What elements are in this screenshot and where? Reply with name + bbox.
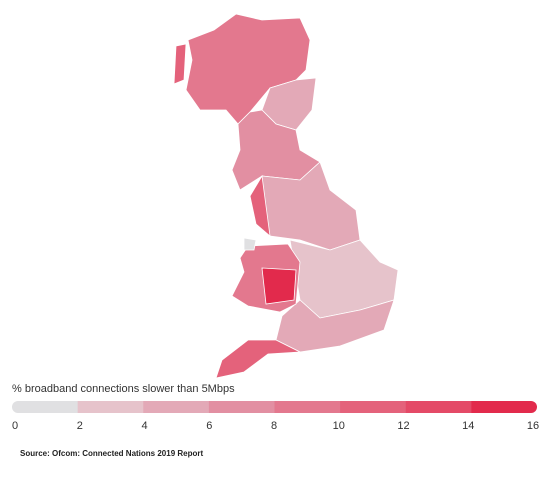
legend-swatch [77,401,144,413]
legend-swatch [340,401,407,413]
legend-tick-label: 10 [333,420,345,432]
legend-ticks: 0 2 4 6 8 10 12 14 16 [12,420,539,432]
legend-tick-label: 12 [397,420,409,432]
scotland-islands [173,43,187,85]
source-note: Source: Ofcom: Connected Nations 2019 Re… [20,449,203,458]
legend-tick-label: 4 [141,420,147,432]
map [173,13,399,379]
legend-swatch [274,401,341,413]
wales-central [261,267,297,305]
england-southwest [215,339,302,379]
legend-title: % broadband connections slower than 5Mbp… [12,383,235,395]
legend-swatch [208,401,275,413]
legend-swatch [143,401,210,413]
legend-tick-label: 16 [527,420,539,432]
anglesey [243,237,257,251]
legend-swatch [471,401,537,413]
legend-bar [12,401,537,413]
legend-swatch [12,401,79,413]
legend-tick-label: 6 [206,420,212,432]
legend-tick-label: 0 [12,420,18,432]
england-south [275,299,395,353]
legend-tick-label: 2 [77,420,83,432]
legend-tick-label: 8 [271,420,277,432]
legend-swatch [405,401,472,413]
legend-tick-label: 14 [462,420,474,432]
england-cumbria [249,174,271,237]
